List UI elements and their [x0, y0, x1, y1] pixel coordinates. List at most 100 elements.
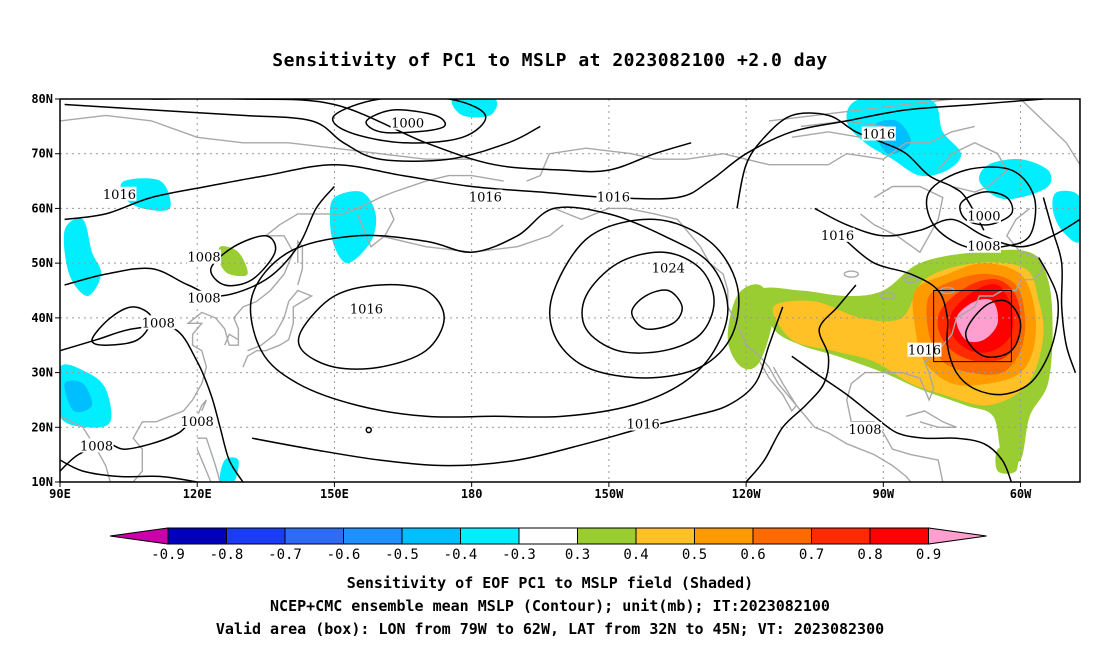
coast-siberia-north: [60, 114, 472, 160]
contour-label: 1008: [848, 423, 881, 438]
lon-label: 150W: [594, 487, 624, 501]
colorbar-label: 0.5: [682, 547, 707, 563]
colorbar-segment: [577, 527, 637, 545]
coast-alaska: [526, 147, 724, 182]
sens-cyan-kamchatka: [329, 191, 377, 264]
sens-cyan-atlantic: [1052, 190, 1080, 243]
colorbar-segment: [401, 527, 461, 545]
colorbar-label: 0.3: [565, 547, 590, 563]
lat-label: 30N: [31, 366, 53, 380]
coast-philippines: [196, 437, 221, 482]
coast-baffin: [937, 142, 1008, 193]
contour-label: 1016: [597, 190, 630, 205]
contour-label: 1024: [652, 262, 685, 277]
lat-label: 70N: [31, 147, 53, 161]
isobar-1016-bermuda: [964, 299, 1022, 359]
isobar-1016-west-pacific-high: [297, 283, 445, 370]
contour-label-bg: [141, 315, 176, 330]
contour-label-bg: [596, 189, 631, 204]
isobar-1008-gulf: [791, 355, 1013, 482]
colorbar-segment: [518, 527, 578, 545]
colorbar-label: -0.8: [210, 547, 244, 563]
sens-green-japan: [218, 246, 248, 277]
colorbar-label: 0.7: [799, 547, 824, 563]
great-lake-3: [903, 275, 919, 284]
contour-label: 1008: [188, 251, 221, 266]
colorbar-segment: [694, 527, 754, 545]
lon-label: 90W: [872, 487, 894, 501]
colorbar-label: -0.7: [268, 547, 302, 563]
lat-label: 80N: [31, 92, 53, 106]
contour-label-bg: [848, 422, 883, 437]
coast-greenland: [1020, 99, 1080, 167]
colorbar-segment: [167, 527, 227, 545]
plot-area: 1000 1016 1016 1016 1016 1016 1000 1008 1008 1008…: [60, 99, 1080, 482]
contour-label-bg: [187, 290, 222, 305]
map-title: Sensitivity of PC1 to MSLP at 2023082100…: [272, 50, 828, 71]
contour-label-bg: [79, 438, 114, 453]
colorbar-segment: [343, 527, 403, 545]
isobar-1020-pacific-high: [548, 218, 740, 379]
colorbar-segment: [752, 527, 812, 545]
contour-label: 1016: [350, 303, 383, 318]
lon-label: 60W: [1010, 487, 1032, 501]
colorbar-label: -0.5: [385, 547, 419, 563]
coast-kamchatka: [356, 208, 395, 248]
contour-label-bg: [861, 126, 896, 141]
isobar-small-ring: [365, 426, 372, 434]
contour-label: 1016: [908, 344, 941, 359]
sens-cyan-scs: [219, 457, 239, 482]
sens-cyan-beaufort: [451, 99, 498, 118]
lat-label: 10N: [31, 475, 53, 489]
contour-labels: 1000 1016 1016 1016 1016 1016 1000 1008 1008 1008…: [79, 115, 1001, 454]
colorbar-label: 0.4: [623, 547, 648, 563]
sens-cyan-siberia: [120, 178, 171, 211]
sens-green-islands: [995, 446, 1019, 474]
coast-hudson: [859, 185, 944, 254]
isobar-1008-greenland: [925, 166, 1037, 250]
contour-label: 1016: [627, 418, 660, 433]
isobar-1008-japan-low: [210, 235, 277, 287]
isobar-1008-china: [64, 186, 335, 297]
sens-cyan-bay-core: [64, 380, 93, 413]
lon-label: 120W: [732, 487, 762, 501]
lat-label: 20N: [31, 420, 53, 434]
contour-label-bg: [468, 189, 503, 204]
coast-arctic-islands: [768, 99, 952, 122]
isobar-1000-greenland: [959, 191, 1014, 226]
colorbar-low-extend: [109, 527, 169, 545]
isobar-1016-southwest: [60, 459, 198, 482]
contour-label-bg: [651, 260, 686, 275]
coast-korea: [224, 333, 239, 346]
colorbar-segment: [226, 527, 286, 545]
great-lake-2: [880, 292, 896, 300]
colorbar-segment: [635, 527, 695, 545]
contour-label: 1008: [967, 240, 1000, 255]
lon-label: 180: [461, 487, 483, 501]
colorbar-label: -0.4: [444, 547, 478, 563]
mslp-contours: [60, 99, 1080, 482]
contour-label: 1016: [862, 128, 895, 143]
contour-label: 1000: [967, 210, 1000, 225]
contour-label: 1000: [391, 117, 424, 132]
caption-line-1: Sensitivity of EOF PC1 to MSLP field (Sh…: [346, 574, 754, 592]
contour-label: 1008: [181, 415, 214, 430]
contour-label-bg: [102, 186, 137, 201]
contour-label: 1008: [188, 292, 221, 307]
contour-label-bg: [907, 342, 942, 357]
contour-label: 1008: [80, 439, 113, 454]
coast-na-west: [699, 246, 912, 482]
isobar-1024-inner: [630, 289, 683, 330]
plot-frame: [59, 98, 1081, 483]
colorbar-label: -0.6: [327, 547, 361, 563]
contour-label-bg: [966, 208, 1001, 223]
coast-east-asia: [60, 174, 504, 482]
contour-label: 1008: [142, 316, 175, 331]
colorbar-segment: [460, 527, 520, 545]
colorbar-segment: [869, 527, 929, 545]
caption-line-2: NCEP+CMC ensemble mean MSLP (Contour); u…: [270, 597, 830, 615]
colorbar: -0.9 -0.8 -0.7 -0.6 -0.5 -0.4 -0.3 0.3 0.4 0.5 0.6…: [109, 527, 987, 563]
contour-label-bg: [187, 249, 222, 264]
coast-baja: [759, 361, 798, 413]
